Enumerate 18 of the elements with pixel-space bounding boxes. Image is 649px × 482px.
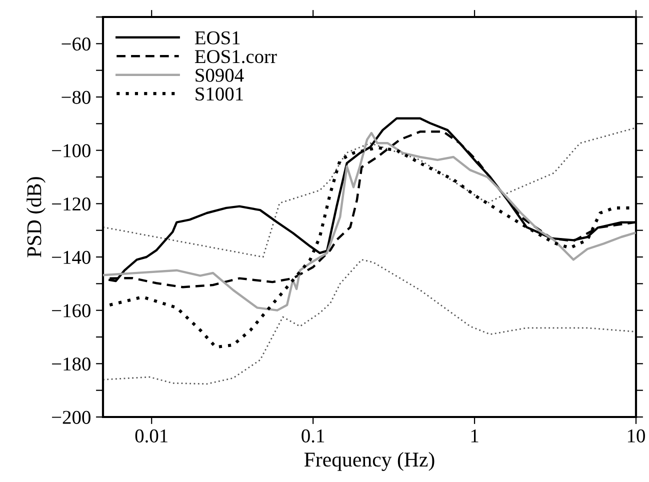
legend-label: EOS1.corr: [194, 50, 277, 64]
y-tick-label: −120: [52, 197, 90, 211]
x-tick-label: 0.01: [135, 429, 168, 443]
legend-label: S0904: [196, 68, 244, 82]
y-tick-label: −140: [52, 250, 90, 264]
y-axis-title: PSD (dB): [26, 177, 46, 258]
y-tick-label: −160: [52, 304, 90, 318]
y-tick-label: −180: [52, 357, 90, 371]
y-tick-label: −80: [62, 90, 90, 104]
legend-label: S1001: [196, 87, 243, 101]
x-axis-title: Frequency (Hz): [304, 452, 434, 471]
x-tick-label: 0.1: [302, 429, 324, 443]
y-tick-label: −60: [62, 37, 90, 51]
y-tick-label: −100: [52, 144, 90, 158]
legend-label: EOS1: [194, 31, 240, 44]
y-tick-label: −200: [52, 410, 90, 424]
x-tick-label: 1: [471, 429, 478, 442]
x-tick-label: 10: [628, 429, 645, 442]
